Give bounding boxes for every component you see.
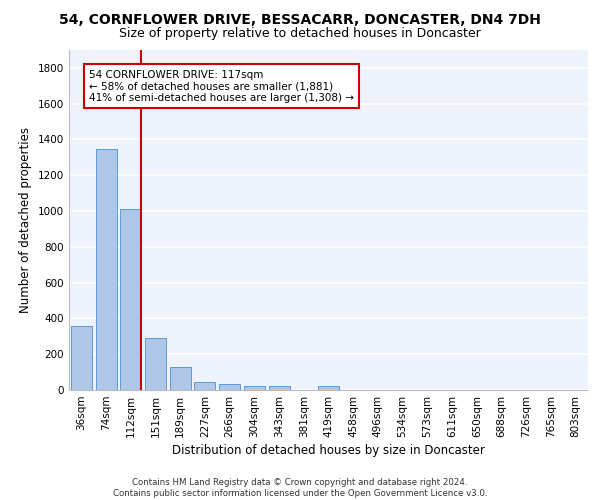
Text: 54 CORNFLOWER DRIVE: 117sqm
← 58% of detached houses are smaller (1,881)
41% of : 54 CORNFLOWER DRIVE: 117sqm ← 58% of det… [89,70,354,103]
Bar [244,386,265,390]
Bar [95,149,116,390]
Text: Size of property relative to detached houses in Doncaster: Size of property relative to detached ho… [119,28,481,40]
Bar [120,210,141,390]
Y-axis label: Number of detached properties: Number of detached properties [19,127,32,313]
X-axis label: Distribution of detached houses by size in Doncaster: Distribution of detached houses by size … [172,444,485,457]
Bar [145,338,166,390]
Bar [269,386,290,390]
Bar [219,384,240,390]
Bar [194,382,215,390]
Text: 54, CORNFLOWER DRIVE, BESSACARR, DONCASTER, DN4 7DH: 54, CORNFLOWER DRIVE, BESSACARR, DONCAST… [59,12,541,26]
Bar [71,326,92,390]
Bar [170,368,191,390]
Text: Contains HM Land Registry data © Crown copyright and database right 2024.
Contai: Contains HM Land Registry data © Crown c… [113,478,487,498]
Bar [318,386,339,390]
